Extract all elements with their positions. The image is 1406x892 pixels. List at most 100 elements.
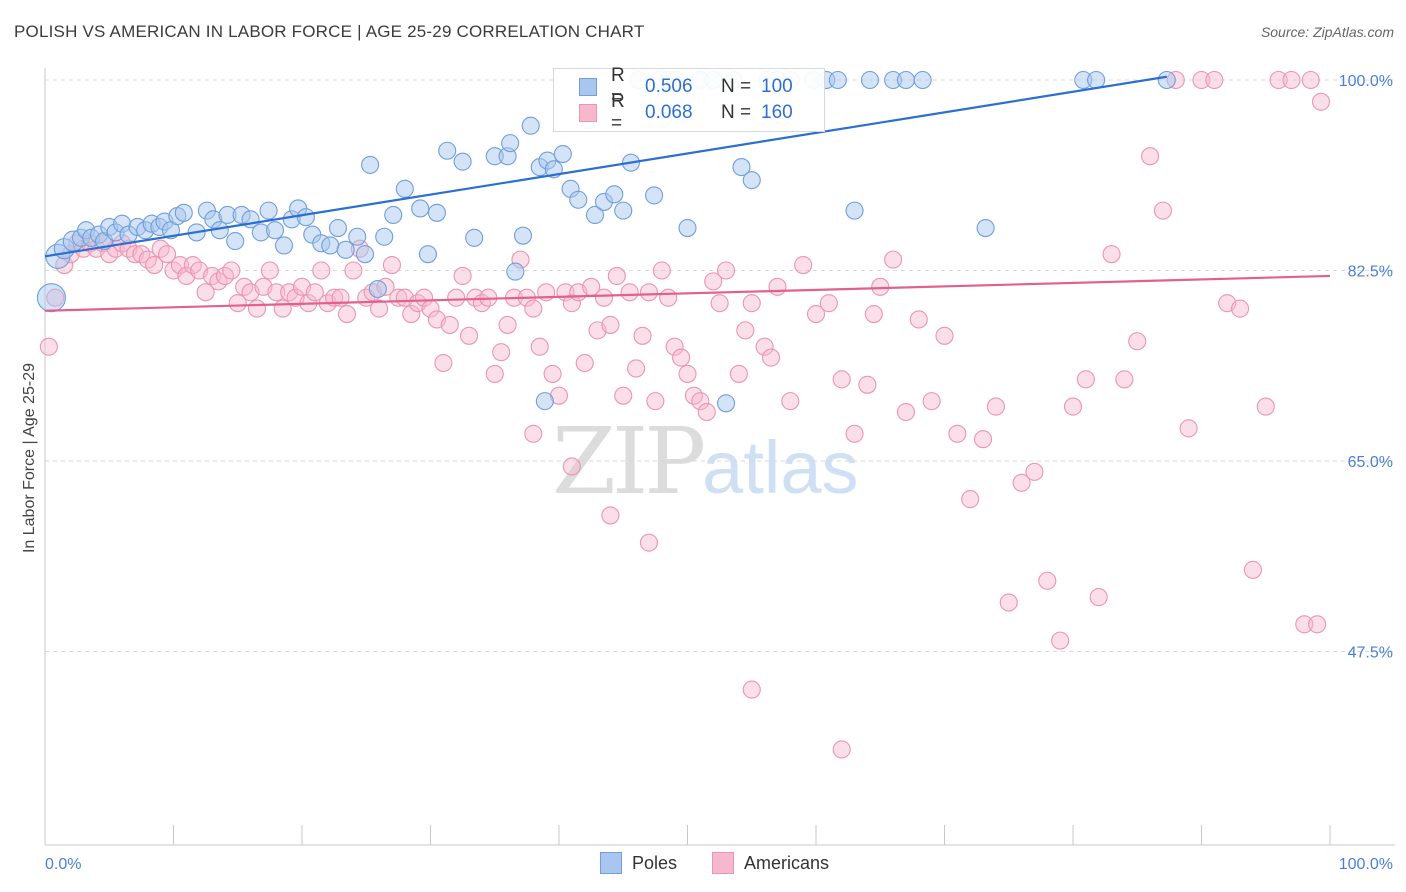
americans-point (312, 261, 331, 280)
y-tick-label: 82.5% (1348, 264, 1393, 281)
americans-point (704, 272, 723, 291)
x-tick-label-min: 0.0% (45, 856, 81, 873)
americans-point (1205, 70, 1224, 90)
poles-point (513, 226, 533, 245)
poles-point (395, 179, 414, 198)
americans-point (755, 337, 774, 356)
americans-point (1076, 370, 1095, 389)
americans-point (247, 299, 267, 318)
poles-point (506, 262, 525, 281)
americans-point (948, 424, 967, 443)
americans-point (986, 397, 1005, 416)
poles-point (732, 158, 751, 177)
americans-point (562, 457, 581, 476)
americans-point (716, 261, 736, 280)
americans-point (498, 315, 517, 334)
legend-row-poles: R = 0.506 N = 100 (554, 65, 793, 108)
tick-labels: 47.5% 65.0% 82.5% 100.0% 0.0% 100.0% (45, 73, 1393, 873)
americans-point (1012, 473, 1031, 492)
poles-point (845, 201, 864, 220)
americans-trend-line (44, 274, 1331, 312)
source-credit: Source: ZipAtlas.com (1260, 24, 1394, 40)
americans-point (575, 353, 594, 373)
americans-point (1063, 397, 1083, 416)
americans-point (819, 294, 838, 313)
americans-point (639, 533, 659, 552)
americans-point (1243, 560, 1262, 579)
poles-trend-line (44, 75, 1167, 258)
americans-point (652, 261, 671, 280)
americans-point (845, 424, 864, 443)
americans-point (884, 250, 903, 269)
americans-point (665, 337, 684, 356)
americans-point (524, 299, 543, 318)
poles-point (501, 134, 520, 153)
trend-lines (44, 75, 1331, 312)
americans-point (447, 288, 466, 307)
americans-point (736, 321, 755, 340)
americans-point (562, 294, 581, 313)
poles-legend-label: Poles (632, 852, 678, 873)
legend-row-americans: R = 0.068 N = 160 (554, 91, 793, 134)
n-value: 100 (761, 76, 793, 97)
americans-point (1115, 370, 1134, 389)
americans-point (1025, 462, 1044, 481)
americans-point (158, 245, 177, 264)
americans-point (896, 402, 916, 422)
americans-point (922, 392, 941, 411)
americans-point (1269, 70, 1288, 90)
poles-point (1087, 70, 1106, 90)
poles-point (1157, 70, 1176, 90)
americans-point (382, 256, 402, 275)
n-label: N = (721, 102, 752, 123)
poles-point (259, 201, 278, 220)
poles-point (521, 116, 540, 135)
americans-point (832, 370, 851, 389)
americans-point (196, 283, 215, 302)
americans-point (691, 392, 710, 411)
americans-point (858, 375, 877, 394)
americans-point (601, 506, 620, 525)
americans-point (453, 266, 472, 285)
americans-point (659, 288, 678, 307)
poles-point (226, 232, 245, 251)
americans-point (935, 326, 954, 345)
americans-point (170, 256, 189, 275)
poles-point (465, 228, 484, 247)
poles-point (860, 70, 880, 90)
chart-title: POLISH VS AMERICAN IN LABOR FORCE | AGE … (14, 22, 645, 41)
americans-point (39, 337, 58, 356)
poles-point (265, 221, 285, 240)
americans-point (806, 304, 826, 324)
grid-lines (45, 79, 1395, 652)
americans-point (370, 299, 389, 318)
americans-point (614, 386, 633, 405)
americans-point (1141, 147, 1160, 166)
americans-point (1231, 299, 1250, 318)
poles-point (336, 240, 355, 259)
axes (44, 68, 1395, 846)
americans-point (697, 402, 716, 422)
x-tick-label-max: 100.0% (1339, 856, 1393, 873)
legend-item-americans[interactable]: Americans (712, 852, 829, 874)
poles-point (716, 394, 736, 413)
poles-point (828, 70, 847, 90)
americans-point (1301, 70, 1320, 90)
americans-point (729, 364, 748, 383)
poles-point (742, 171, 761, 190)
americans-point (742, 680, 761, 699)
poles-point (355, 245, 375, 264)
poles-legend-swatch (600, 852, 622, 874)
poles-point (614, 201, 633, 220)
americans-point (1038, 571, 1057, 590)
poles-point (976, 218, 995, 238)
americans-point (742, 294, 761, 313)
americans-point (973, 430, 993, 449)
americans-point (607, 266, 626, 285)
americans-point (646, 392, 665, 411)
americans-point (415, 288, 434, 307)
legend-item-poles[interactable]: Poles (600, 852, 677, 874)
americans-point (1295, 615, 1314, 634)
americans-point (492, 343, 511, 362)
y-tick-label: 65.0% (1348, 454, 1393, 471)
